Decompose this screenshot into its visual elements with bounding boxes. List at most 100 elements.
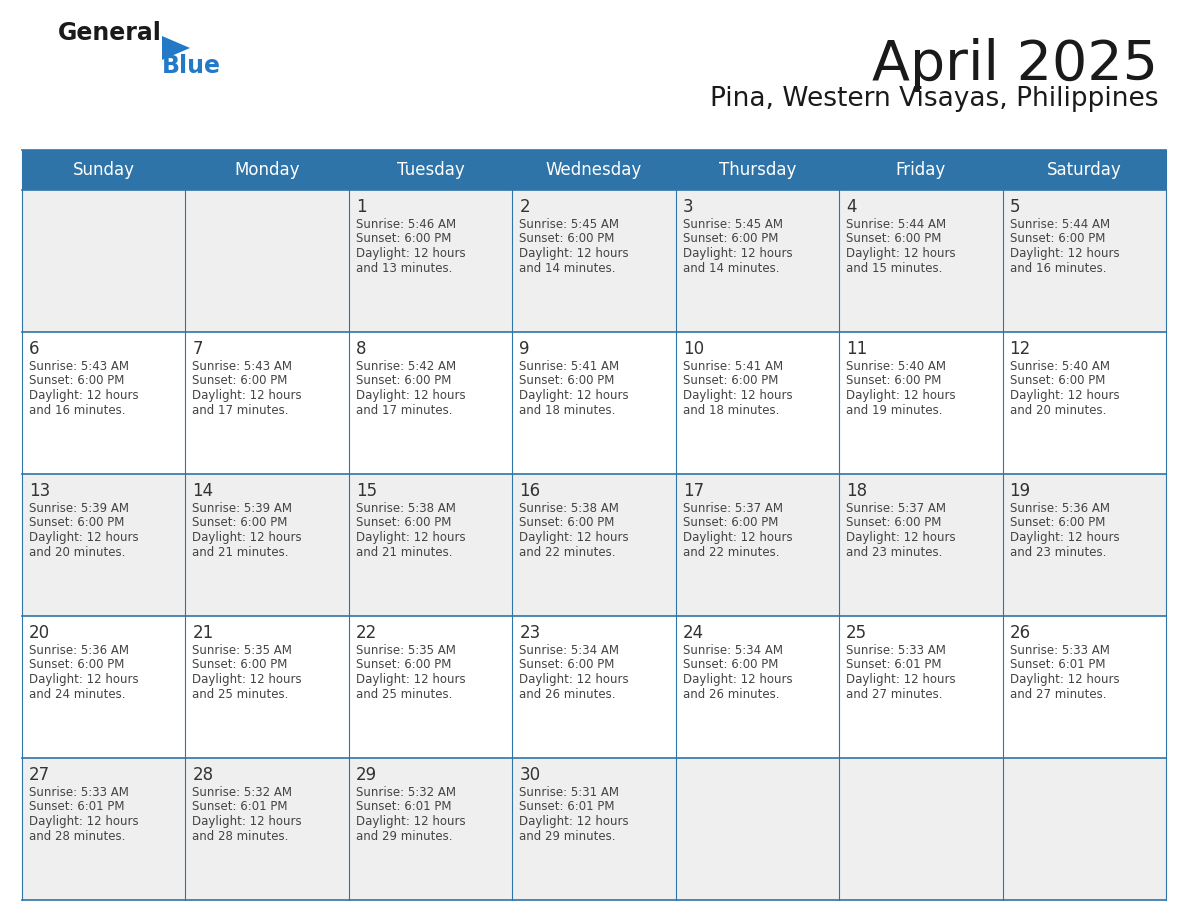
Text: and 26 minutes.: and 26 minutes.: [519, 688, 615, 700]
Text: Daylight: 12 hours: Daylight: 12 hours: [1010, 389, 1119, 402]
Text: Sunset: 6:00 PM: Sunset: 6:00 PM: [846, 517, 942, 530]
Polygon shape: [162, 36, 190, 60]
Text: and 25 minutes.: and 25 minutes.: [356, 688, 453, 700]
Text: Daylight: 12 hours: Daylight: 12 hours: [356, 389, 466, 402]
Text: Daylight: 12 hours: Daylight: 12 hours: [192, 531, 302, 544]
Text: 20: 20: [29, 624, 50, 642]
Text: Sunrise: 5:46 AM: Sunrise: 5:46 AM: [356, 218, 456, 231]
Text: and 15 minutes.: and 15 minutes.: [846, 262, 942, 274]
Text: and 21 minutes.: and 21 minutes.: [192, 545, 289, 558]
Text: 1: 1: [356, 198, 366, 216]
Text: Daylight: 12 hours: Daylight: 12 hours: [29, 673, 139, 686]
Text: Sunset: 6:00 PM: Sunset: 6:00 PM: [1010, 375, 1105, 387]
Text: Sunrise: 5:39 AM: Sunrise: 5:39 AM: [29, 502, 129, 515]
Bar: [23, 616, 1165, 758]
Text: and 16 minutes.: and 16 minutes.: [29, 404, 126, 417]
Text: and 18 minutes.: and 18 minutes.: [519, 404, 615, 417]
Text: Sunset: 6:00 PM: Sunset: 6:00 PM: [519, 517, 614, 530]
Text: 15: 15: [356, 482, 377, 500]
Text: 14: 14: [192, 482, 214, 500]
Text: 18: 18: [846, 482, 867, 500]
Text: Daylight: 12 hours: Daylight: 12 hours: [29, 815, 139, 828]
Text: and 28 minutes.: and 28 minutes.: [192, 830, 289, 843]
Text: Sunset: 6:00 PM: Sunset: 6:00 PM: [356, 375, 451, 387]
Text: Sunrise: 5:37 AM: Sunrise: 5:37 AM: [683, 502, 783, 515]
Text: Daylight: 12 hours: Daylight: 12 hours: [519, 673, 628, 686]
Text: Daylight: 12 hours: Daylight: 12 hours: [519, 247, 628, 260]
Text: and 25 minutes.: and 25 minutes.: [192, 688, 289, 700]
Text: and 23 minutes.: and 23 minutes.: [1010, 545, 1106, 558]
Text: Sunrise: 5:36 AM: Sunrise: 5:36 AM: [1010, 502, 1110, 515]
Text: Daylight: 12 hours: Daylight: 12 hours: [846, 673, 956, 686]
Text: and 17 minutes.: and 17 minutes.: [192, 404, 289, 417]
Text: 21: 21: [192, 624, 214, 642]
Text: and 29 minutes.: and 29 minutes.: [519, 830, 615, 843]
Text: and 16 minutes.: and 16 minutes.: [1010, 262, 1106, 274]
Text: Blue: Blue: [162, 54, 221, 78]
Text: 11: 11: [846, 340, 867, 358]
Text: 9: 9: [519, 340, 530, 358]
Text: Sunrise: 5:37 AM: Sunrise: 5:37 AM: [846, 502, 946, 515]
Text: 3: 3: [683, 198, 694, 216]
Text: Sunrise: 5:38 AM: Sunrise: 5:38 AM: [356, 502, 456, 515]
Text: Daylight: 12 hours: Daylight: 12 hours: [356, 247, 466, 260]
Text: Sunset: 6:00 PM: Sunset: 6:00 PM: [1010, 517, 1105, 530]
Text: Sunset: 6:00 PM: Sunset: 6:00 PM: [29, 658, 125, 671]
Text: Sunset: 6:00 PM: Sunset: 6:00 PM: [1010, 232, 1105, 245]
Text: Sunset: 6:00 PM: Sunset: 6:00 PM: [683, 658, 778, 671]
Text: 27: 27: [29, 766, 50, 784]
Text: and 27 minutes.: and 27 minutes.: [846, 688, 942, 700]
Text: Sunrise: 5:44 AM: Sunrise: 5:44 AM: [1010, 218, 1110, 231]
Text: 26: 26: [1010, 624, 1031, 642]
Text: Sunset: 6:01 PM: Sunset: 6:01 PM: [356, 800, 451, 813]
Text: Tuesday: Tuesday: [397, 161, 465, 179]
Text: Sunset: 6:00 PM: Sunset: 6:00 PM: [356, 658, 451, 671]
Text: and 26 minutes.: and 26 minutes.: [683, 688, 779, 700]
Text: Daylight: 12 hours: Daylight: 12 hours: [519, 531, 628, 544]
Text: Sunday: Sunday: [72, 161, 134, 179]
Text: Sunrise: 5:41 AM: Sunrise: 5:41 AM: [519, 360, 619, 373]
Text: Sunrise: 5:32 AM: Sunrise: 5:32 AM: [192, 786, 292, 799]
Text: Sunrise: 5:44 AM: Sunrise: 5:44 AM: [846, 218, 947, 231]
Text: Daylight: 12 hours: Daylight: 12 hours: [356, 673, 466, 686]
Text: Daylight: 12 hours: Daylight: 12 hours: [192, 815, 302, 828]
Text: Sunset: 6:01 PM: Sunset: 6:01 PM: [519, 800, 614, 813]
Text: Daylight: 12 hours: Daylight: 12 hours: [29, 389, 139, 402]
Text: Sunrise: 5:38 AM: Sunrise: 5:38 AM: [519, 502, 619, 515]
Text: and 21 minutes.: and 21 minutes.: [356, 545, 453, 558]
Text: Daylight: 12 hours: Daylight: 12 hours: [519, 389, 628, 402]
Bar: [23, 190, 1165, 332]
Text: 5: 5: [1010, 198, 1020, 216]
Text: 6: 6: [29, 340, 39, 358]
Text: 25: 25: [846, 624, 867, 642]
Text: Pina, Western Visayas, Philippines: Pina, Western Visayas, Philippines: [709, 86, 1158, 112]
Text: Sunrise: 5:34 AM: Sunrise: 5:34 AM: [683, 644, 783, 657]
Text: Daylight: 12 hours: Daylight: 12 hours: [683, 247, 792, 260]
Text: Sunset: 6:00 PM: Sunset: 6:00 PM: [356, 232, 451, 245]
Text: Sunset: 6:00 PM: Sunset: 6:00 PM: [846, 375, 942, 387]
Bar: [23, 332, 1165, 474]
Text: and 17 minutes.: and 17 minutes.: [356, 404, 453, 417]
Text: Sunrise: 5:39 AM: Sunrise: 5:39 AM: [192, 502, 292, 515]
Text: Sunrise: 5:35 AM: Sunrise: 5:35 AM: [356, 644, 456, 657]
Text: 29: 29: [356, 766, 377, 784]
Text: Thursday: Thursday: [719, 161, 796, 179]
Bar: [23, 474, 1165, 616]
Text: Sunset: 6:01 PM: Sunset: 6:01 PM: [846, 658, 942, 671]
Text: Daylight: 12 hours: Daylight: 12 hours: [1010, 531, 1119, 544]
Text: Sunrise: 5:43 AM: Sunrise: 5:43 AM: [192, 360, 292, 373]
Text: Sunrise: 5:41 AM: Sunrise: 5:41 AM: [683, 360, 783, 373]
Text: 19: 19: [1010, 482, 1031, 500]
Text: 17: 17: [683, 482, 703, 500]
Text: and 20 minutes.: and 20 minutes.: [1010, 404, 1106, 417]
Text: Sunset: 6:01 PM: Sunset: 6:01 PM: [192, 800, 287, 813]
Text: Daylight: 12 hours: Daylight: 12 hours: [846, 531, 956, 544]
Text: 4: 4: [846, 198, 857, 216]
Text: Sunrise: 5:45 AM: Sunrise: 5:45 AM: [519, 218, 619, 231]
Text: Sunset: 6:00 PM: Sunset: 6:00 PM: [683, 517, 778, 530]
Text: Monday: Monday: [234, 161, 299, 179]
Bar: [23, 150, 1165, 190]
Text: Sunset: 6:00 PM: Sunset: 6:00 PM: [29, 517, 125, 530]
Text: Sunset: 6:01 PM: Sunset: 6:01 PM: [1010, 658, 1105, 671]
Text: Sunset: 6:01 PM: Sunset: 6:01 PM: [29, 800, 125, 813]
